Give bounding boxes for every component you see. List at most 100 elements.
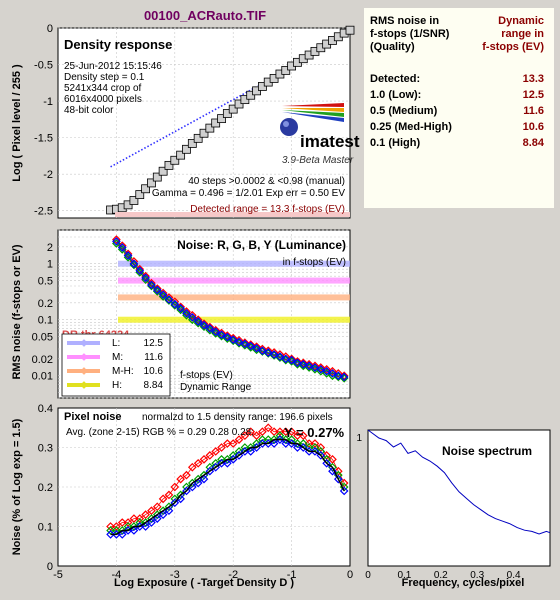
- summary-row-label: 0.1 (High): [370, 137, 420, 149]
- pixel-noise-point-B: [152, 514, 162, 523]
- info-line-color: 48-bit color: [64, 105, 114, 116]
- noise-point-B: [123, 251, 133, 260]
- pixel-noise-line-Y: [110, 438, 345, 536]
- y-tick-label: -2.5: [34, 206, 53, 218]
- pixel-noise-point-B: [293, 443, 302, 452]
- noise-point-B: [304, 361, 314, 371]
- pixel-noise-point-R: [123, 518, 133, 527]
- noise-point-B: [240, 339, 250, 349]
- pixel-noise-ticks: -5 -4 -3 -2 -1 0 0.4 0.3 0.2 0.1 0: [38, 403, 353, 581]
- pixel-noise-point-B: [275, 435, 285, 444]
- info-line-date: 25-Jun-2012 15:15:46: [64, 61, 162, 72]
- pixel-noise-point-R: [199, 455, 209, 464]
- noise-point-R: [263, 346, 273, 356]
- noise-point-B: [152, 285, 162, 295]
- pixel-noise-y-label: Noise (% of Log exp = 1.5): [11, 418, 23, 555]
- noise-point-B: [182, 308, 191, 318]
- density-point: [164, 160, 174, 170]
- threshold-band: [118, 260, 350, 267]
- noise-fstops-panel: 2 1 0.5 0.2 0.1 0.05 0.02 0.01 Noise: R, G, B, …: [11, 229, 351, 399]
- y-tick-label: 0: [47, 23, 53, 35]
- pixel-noise-point-B: [164, 506, 174, 516]
- noise-point-G: [164, 296, 174, 305]
- y-tick-label: 0.01: [32, 371, 53, 383]
- density-point: [205, 123, 215, 133]
- pixel-noise-point-R: [281, 427, 291, 437]
- pixel-noise-title: Pixel noise: [64, 411, 121, 423]
- noise-point-B: [193, 317, 203, 326]
- density-point: [182, 144, 191, 154]
- density-y-ticks: 0 -0.5 -1 -1.5 -2 -2.5: [34, 23, 53, 218]
- summary-row-label: Detected:: [370, 73, 420, 85]
- pixel-noise-point-R: [141, 510, 150, 519]
- pixel-noise-point-R: [158, 494, 168, 504]
- noise-point-B: [258, 346, 267, 356]
- noise-point-G: [240, 340, 250, 350]
- noise-point-G: [258, 347, 267, 356]
- noise-point-B: [199, 320, 209, 330]
- density-point: [141, 184, 151, 194]
- summary-col1-line3: (Quality): [370, 41, 415, 53]
- density-point: [135, 190, 145, 200]
- x-tick-label: -2: [228, 569, 238, 581]
- noise-point-R: [269, 348, 279, 357]
- noise-point-B: [117, 243, 127, 252]
- y-tick-label: 0.2: [38, 482, 53, 494]
- noise-spectrum-panel: 0 0.1 0.2 0.3 0.4 Noise spectrum 1 Frequency…: [356, 429, 551, 589]
- info-line-pixels: 6016x4000 pixels: [64, 94, 142, 105]
- info-line-crop: 5241x344 crop of: [64, 83, 142, 94]
- legend-marker: [80, 381, 88, 389]
- noise-subtitle: in f-stops (EV): [283, 257, 346, 268]
- pixel-noise-point-R: [258, 427, 267, 437]
- dr-caption-line2: Dynamic Range: [180, 382, 252, 393]
- logo-circle-icon: [280, 118, 298, 136]
- noise-point-G: [228, 336, 238, 346]
- density-point: [129, 196, 139, 205]
- pixel-noise-point-R: [147, 506, 156, 516]
- noise-point-G: [281, 355, 291, 365]
- x-tick-label: 0.3: [470, 570, 484, 581]
- y-tick-label: 0.5: [38, 276, 53, 288]
- y-tick-label: -1.5: [34, 133, 53, 145]
- pixel-noise-point-R: [129, 514, 139, 523]
- density-point: [158, 166, 168, 176]
- x-tick-label: 0: [365, 570, 371, 581]
- pixel-noise-x-label: Log Exposure ( -Target Density D ): [114, 577, 294, 589]
- x-tick-label: -1: [287, 569, 297, 581]
- logo-text: imatest: [300, 132, 360, 151]
- noise-point-B: [164, 295, 174, 304]
- legend-label: M-H:: [112, 366, 134, 377]
- density-point: [199, 128, 209, 138]
- pixel-noise-point-B: [147, 518, 156, 527]
- y-tick-label: 0.4: [38, 403, 53, 415]
- pixel-noise-point-B: [223, 458, 232, 468]
- density-y-label: Log ( Pixel level / 255 ): [11, 64, 23, 182]
- density-point: [217, 114, 226, 124]
- summary-row-value: 10.6: [523, 121, 544, 133]
- noise-series: [112, 235, 349, 383]
- density-fit-line: [110, 73, 281, 168]
- pixel-noise-point-B: [322, 458, 331, 468]
- pixel-noise-point-B: [158, 510, 168, 519]
- pixel-noise-point-R: [106, 522, 115, 531]
- density-point: [193, 133, 203, 143]
- noise-y-ticks: 2 1 0.5 0.2 0.1 0.05 0.02 0.01: [32, 242, 53, 383]
- pixel-noise-point-B: [117, 530, 127, 539]
- pixel-noise-point-B: [170, 498, 180, 508]
- stats-line-gamma: Gamma = 0.496 = 1/2.01 Exp err = 0.50 EV: [152, 188, 345, 199]
- density-point: [345, 25, 355, 35]
- y-tick-label: 0.1: [38, 315, 53, 327]
- density-point: [187, 139, 197, 148]
- y-tick-label: 0.02: [32, 354, 53, 366]
- noise-point-G: [129, 260, 139, 270]
- noise-point-B: [316, 364, 326, 374]
- legend-value: 10.6: [144, 366, 164, 377]
- density-point: [147, 178, 156, 188]
- x-tick-label: 0.4: [507, 570, 521, 581]
- x-tick-label: 0.1: [397, 570, 411, 581]
- legend-value: 11.6: [144, 352, 163, 363]
- version-text: 3.9-Beta Master: [282, 155, 354, 166]
- noise-point-B: [310, 363, 320, 372]
- pixel-noise-point-R: [234, 435, 244, 444]
- pixel-noise-subtitle: normalzd to 1.5 density range: 196.6 pix…: [142, 412, 333, 423]
